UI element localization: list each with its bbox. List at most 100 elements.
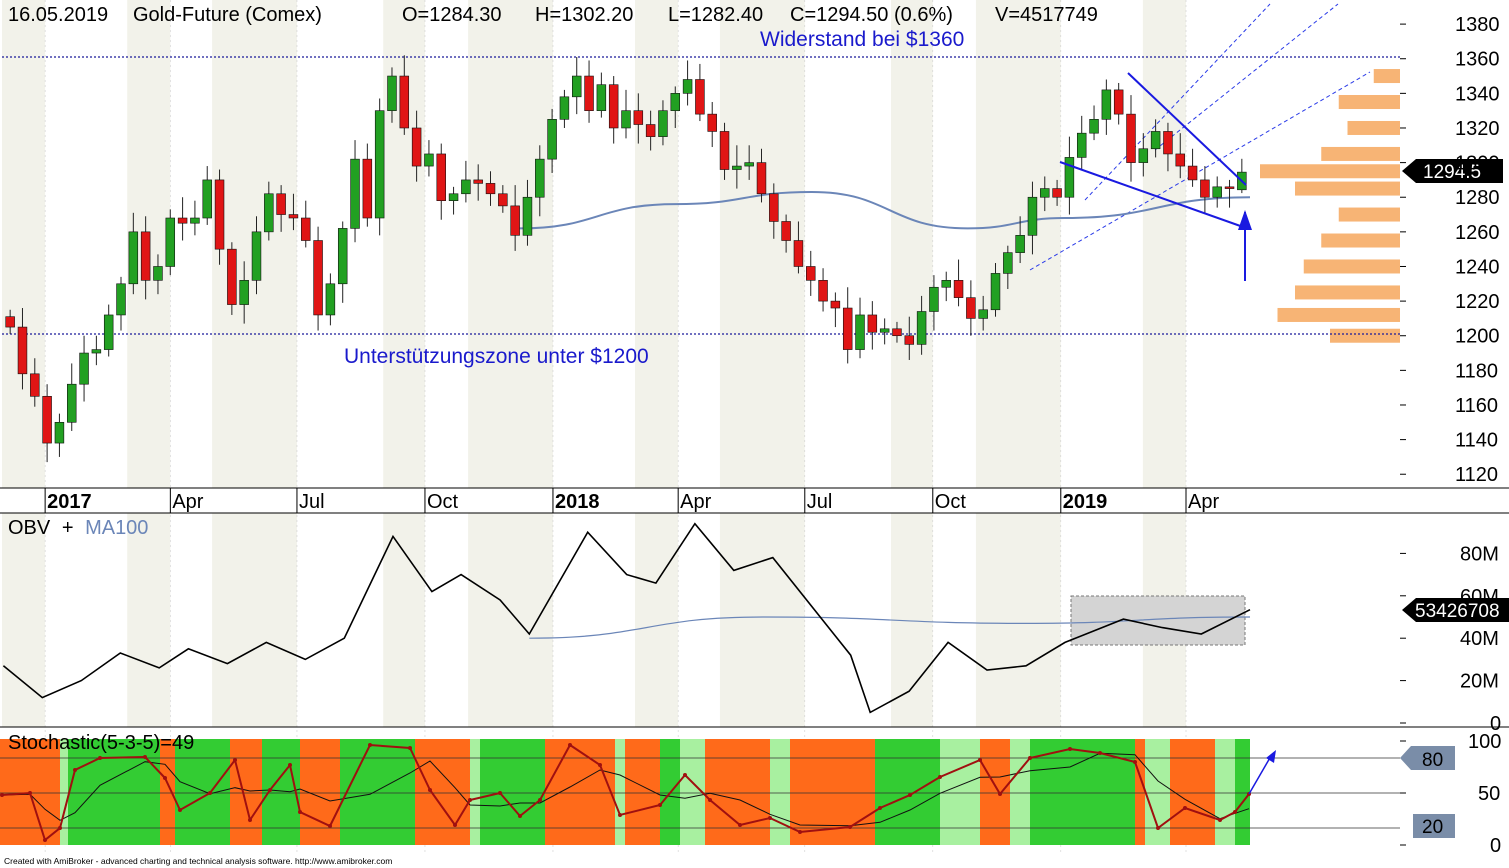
candle[interactable] xyxy=(769,183,779,239)
candle[interactable] xyxy=(1163,122,1173,172)
candle[interactable] xyxy=(30,358,40,407)
candle[interactable] xyxy=(54,413,65,457)
candle[interactable] xyxy=(288,193,299,231)
candle[interactable] xyxy=(682,60,693,106)
candle[interactable] xyxy=(978,295,988,331)
candle[interactable] xyxy=(596,72,607,118)
candle[interactable] xyxy=(350,140,360,243)
candle[interactable] xyxy=(584,60,594,123)
candle[interactable] xyxy=(1076,115,1087,170)
candle[interactable] xyxy=(17,308,28,390)
candle[interactable] xyxy=(941,271,951,302)
candle[interactable] xyxy=(276,185,286,232)
candle[interactable] xyxy=(892,321,902,343)
candle[interactable] xyxy=(842,287,853,364)
candle[interactable] xyxy=(658,100,668,146)
candle[interactable] xyxy=(953,259,964,307)
candle[interactable] xyxy=(79,335,89,402)
candle[interactable] xyxy=(1224,179,1235,208)
candle[interactable] xyxy=(337,221,348,303)
candle[interactable] xyxy=(719,122,730,180)
candle[interactable] xyxy=(325,273,336,326)
candle[interactable] xyxy=(1040,176,1050,212)
candle[interactable] xyxy=(916,295,927,355)
candle[interactable] xyxy=(1101,79,1112,135)
candle[interactable] xyxy=(1015,216,1025,264)
candle[interactable] xyxy=(67,363,77,431)
candle[interactable] xyxy=(103,304,114,357)
candle[interactable] xyxy=(313,226,323,331)
candle[interactable] xyxy=(966,280,976,336)
candle[interactable] xyxy=(756,148,767,203)
candle[interactable] xyxy=(5,309,15,334)
candle[interactable] xyxy=(91,335,102,366)
candle[interactable] xyxy=(1237,158,1247,194)
candle[interactable] xyxy=(227,242,237,315)
candle[interactable] xyxy=(904,316,915,360)
candle[interactable] xyxy=(1150,119,1161,158)
candle[interactable] xyxy=(190,200,200,236)
candle[interactable] xyxy=(547,108,557,173)
candle[interactable] xyxy=(806,250,816,296)
candle[interactable] xyxy=(1212,176,1222,208)
candle[interactable] xyxy=(202,166,212,225)
candle[interactable] xyxy=(830,292,841,328)
candle[interactable] xyxy=(744,145,754,180)
candle[interactable] xyxy=(879,318,890,345)
candle[interactable] xyxy=(424,140,434,177)
price-panel[interactable]: Widerstand bei $1360 Unterstützungszone … xyxy=(2,3,1503,486)
candle[interactable] xyxy=(128,212,139,295)
candle[interactable] xyxy=(1126,95,1136,182)
candle[interactable] xyxy=(1113,82,1124,125)
candle[interactable] xyxy=(436,143,446,220)
candle[interactable] xyxy=(621,89,631,139)
candle[interactable] xyxy=(1003,245,1013,289)
candle[interactable] xyxy=(1027,181,1038,255)
candle[interactable] xyxy=(732,145,742,189)
candle[interactable] xyxy=(1175,133,1185,179)
candle[interactable] xyxy=(177,197,188,241)
candle[interactable] xyxy=(633,93,644,144)
candle[interactable] xyxy=(165,209,176,276)
candle[interactable] xyxy=(301,200,311,248)
candle[interactable] xyxy=(116,276,126,331)
candle[interactable] xyxy=(793,221,804,274)
candle[interactable] xyxy=(608,76,619,144)
candle[interactable] xyxy=(670,86,681,128)
candle[interactable] xyxy=(990,263,1001,317)
candle[interactable] xyxy=(140,216,151,300)
candle[interactable] xyxy=(399,55,410,135)
candle[interactable] xyxy=(855,297,865,359)
candle[interactable] xyxy=(461,160,471,203)
candle[interactable] xyxy=(473,164,483,201)
candle[interactable] xyxy=(264,181,274,241)
candle[interactable] xyxy=(1200,166,1210,213)
candle[interactable] xyxy=(818,268,828,312)
candle[interactable] xyxy=(374,98,385,236)
candle[interactable] xyxy=(695,63,705,122)
candle[interactable] xyxy=(571,57,582,115)
candlestick-series[interactable] xyxy=(5,55,1247,463)
candle[interactable] xyxy=(42,384,52,463)
candle[interactable] xyxy=(498,185,508,213)
candle[interactable] xyxy=(1064,136,1075,215)
stochastic-panel[interactable]: Stochastic(5-3-5)=49 100 50 0 80 20 xyxy=(0,731,1501,857)
candle[interactable] xyxy=(251,216,262,295)
candle[interactable] xyxy=(411,110,422,182)
candle[interactable] xyxy=(1089,105,1099,141)
candle[interactable] xyxy=(239,261,249,324)
candle[interactable] xyxy=(387,67,397,123)
candle[interactable] xyxy=(781,214,791,253)
candle[interactable] xyxy=(214,169,225,265)
candle[interactable] xyxy=(559,89,570,128)
candle[interactable] xyxy=(153,254,163,295)
candle[interactable] xyxy=(448,186,459,215)
candle[interactable] xyxy=(485,171,496,206)
candle[interactable] xyxy=(929,275,939,331)
candle[interactable] xyxy=(1138,133,1149,177)
candle[interactable] xyxy=(522,179,533,246)
candle[interactable] xyxy=(707,102,717,148)
candle[interactable] xyxy=(645,110,656,151)
candle[interactable] xyxy=(362,143,373,227)
